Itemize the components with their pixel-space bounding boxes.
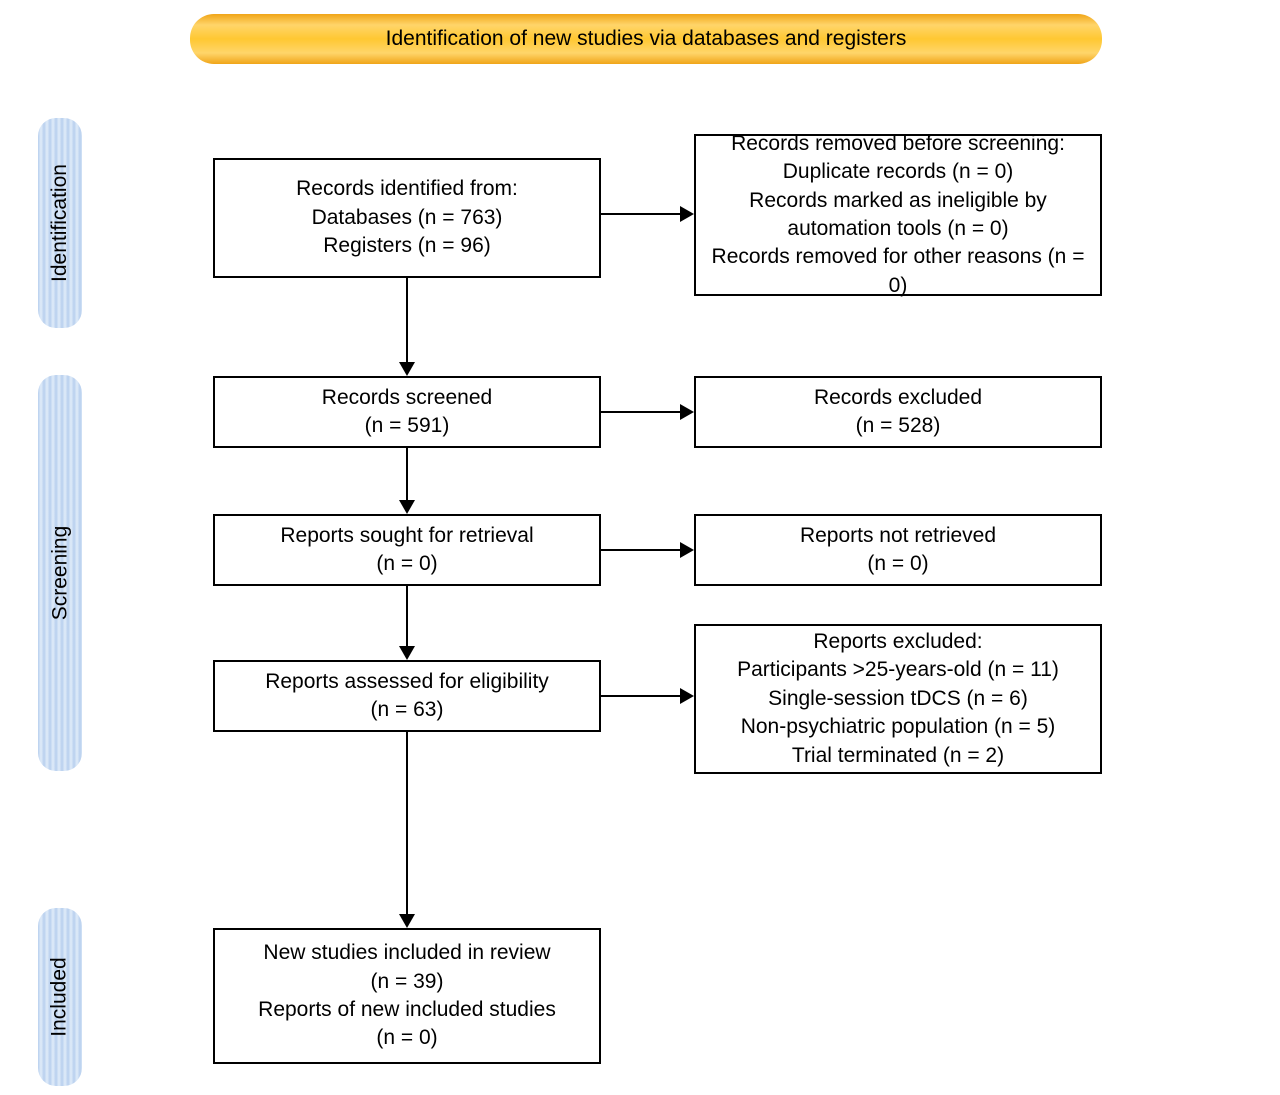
node-removed_before_screening: Records removed before screening:Duplica…	[694, 134, 1102, 296]
phase-pill-included: Included	[38, 908, 82, 1086]
phase-pill-identification: Identification	[38, 118, 82, 328]
node-excluded_screened: Records excluded(n = 528)	[694, 376, 1102, 448]
phase-pill-screening: Screening	[38, 375, 82, 771]
arrow-assessed-to-excluded_reports	[601, 688, 694, 704]
arrow-assessed-to-included_studies	[399, 732, 415, 928]
node-text-line: Databases (n = 763)	[312, 204, 503, 232]
node-text-line: Records removed before screening:	[731, 130, 1065, 158]
node-text-line: Duplicate records (n = 0)	[783, 158, 1014, 186]
node-text-line: Single-session tDCS (n = 6)	[768, 685, 1028, 713]
node-text-line: Records excluded	[814, 384, 982, 412]
arrow-identified-to-screened	[399, 278, 415, 376]
node-text-line: Records screened	[322, 384, 492, 412]
node-text-line: Records marked as ineligible by automati…	[706, 187, 1090, 244]
node-text-line: Registers (n = 96)	[323, 232, 491, 260]
phase-label: Included	[48, 957, 72, 1036]
node-screened: Records screened(n = 591)	[213, 376, 601, 448]
node-text-line: (n = 591)	[365, 412, 450, 440]
arrow-screened-to-excluded_screened	[601, 404, 694, 420]
header-banner: Identification of new studies via databa…	[190, 14, 1102, 64]
node-text-line: Participants >25-years-old (n = 11)	[737, 656, 1059, 684]
node-text-line: Reports of new included studies	[258, 996, 556, 1024]
node-text-line: (n = 528)	[856, 412, 941, 440]
node-assessed: Reports assessed for eligibility(n = 63)	[213, 660, 601, 732]
node-text-line: (n = 63)	[371, 696, 444, 724]
node-sought: Reports sought for retrieval(n = 0)	[213, 514, 601, 586]
phase-label: Screening	[48, 526, 72, 621]
node-text-line: Reports excluded:	[813, 628, 982, 656]
node-text-line: Records identified from:	[296, 175, 518, 203]
node-text-line: Records removed for other reasons (n = 0…	[706, 243, 1090, 300]
arrow-sought-to-assessed	[399, 586, 415, 660]
node-identified: Records identified from:Databases (n = 7…	[213, 158, 601, 278]
node-text-line: Trial terminated (n = 2)	[792, 742, 1004, 770]
arrow-screened-to-sought	[399, 448, 415, 514]
prisma-flow-diagram: Identification of new studies via databa…	[0, 0, 1280, 1095]
node-included_studies: New studies included in review(n = 39)Re…	[213, 928, 601, 1064]
node-text-line: Reports not retrieved	[800, 522, 996, 550]
node-text-line: Reports sought for retrieval	[280, 522, 533, 550]
node-text-line: (n = 0)	[376, 1024, 437, 1052]
arrow-sought-to-not_retrieved	[601, 542, 694, 558]
node-excluded_reports: Reports excluded:Participants >25-years-…	[694, 624, 1102, 774]
node-text-line: (n = 0)	[867, 550, 928, 578]
node-text-line: Reports assessed for eligibility	[265, 668, 549, 696]
phase-label: Identification	[48, 164, 72, 282]
node-text-line: New studies included in review	[263, 939, 550, 967]
node-text-line: Non-psychiatric population (n = 5)	[741, 713, 1056, 741]
node-text-line: (n = 0)	[376, 550, 437, 578]
node-text-line: (n = 39)	[371, 968, 444, 996]
node-not_retrieved: Reports not retrieved(n = 0)	[694, 514, 1102, 586]
arrow-identified-to-removed_before_screening	[601, 206, 694, 222]
